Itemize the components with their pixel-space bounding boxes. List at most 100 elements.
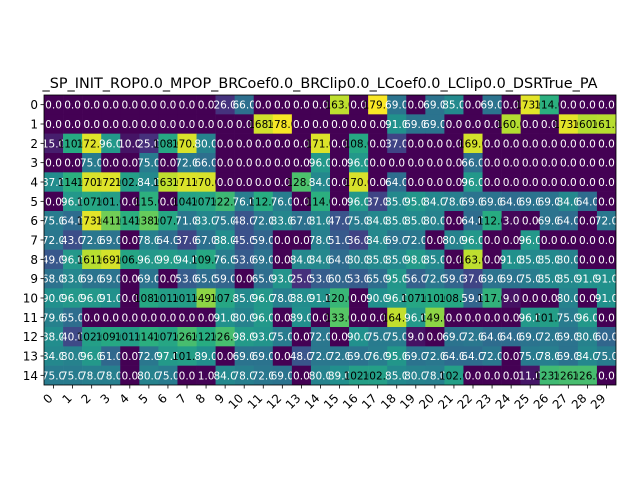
heatmap-cell — [406, 249, 426, 270]
heatmap-cell — [387, 114, 407, 134]
heatmap-cell — [577, 153, 598, 173]
heatmap-cell — [158, 365, 178, 385]
heatmap-cell — [82, 211, 102, 231]
cell-value-label: 64.0 — [461, 216, 484, 228]
cell-value-label: 84.0 — [290, 254, 313, 266]
heatmap-cell — [520, 230, 541, 250]
heatmap-cell — [253, 327, 274, 347]
heatmap-cell — [158, 230, 178, 250]
cell-value-label: 0.0 — [541, 138, 558, 150]
cell-value-label: 0.0 — [541, 119, 558, 131]
heatmap-cell — [234, 327, 255, 347]
heatmap-cell — [539, 95, 560, 115]
y-tick-label: 7 — [30, 234, 38, 248]
cell-value-label: 84.0 — [366, 216, 389, 228]
cell-value-label: 95.0 — [385, 351, 408, 363]
heatmap-cell — [215, 172, 235, 192]
heatmap-cell — [44, 365, 64, 385]
cell-value-label: 179.0 — [363, 100, 393, 112]
cell-value-label: 0.0 — [160, 119, 177, 131]
heatmap-cell — [63, 346, 83, 366]
cell-value-label: 45.0 — [233, 235, 256, 247]
cell-value-label: 88.0 — [290, 293, 313, 305]
cell-value-label: 0.0 — [350, 119, 367, 131]
heatmap-cell — [444, 114, 464, 134]
cell-value-label: 80.0 — [557, 254, 580, 266]
heatmap-cell — [196, 172, 216, 192]
cell-value-label: 78.0 — [442, 196, 465, 208]
cell-value-label: 0.0 — [64, 100, 81, 112]
cell-value-label: 0.0 — [560, 177, 577, 189]
heatmap-cell — [63, 191, 83, 212]
cell-value-label: 75.0 — [347, 216, 370, 228]
heatmap-cell — [520, 307, 541, 328]
heatmap-cell — [482, 365, 502, 385]
cell-value-label: 0.0 — [407, 158, 424, 170]
cell-value-label: 0.0 — [522, 158, 539, 170]
cell-value-label: 72.0 — [137, 351, 160, 363]
heatmap-cell — [310, 114, 331, 134]
cell-value-label: 85.0 — [233, 293, 256, 305]
heatmap-cell — [577, 133, 598, 154]
heatmap-cell — [101, 307, 121, 328]
heatmap-cell — [44, 346, 64, 366]
cell-value-label: 161.0 — [77, 254, 107, 266]
heatmap-cell — [63, 95, 83, 115]
heatmap-cell — [44, 191, 64, 212]
cell-value-label: 96.0 — [576, 312, 599, 324]
heatmap-cell — [425, 269, 445, 289]
cell-value-label: 0.0 — [369, 177, 386, 189]
heatmap-cell — [330, 230, 350, 250]
cell-value-label: 69.0 — [461, 196, 484, 208]
cell-value-label: 0.0 — [198, 119, 215, 131]
cell-value-label: 0.0 — [293, 158, 310, 170]
heatmap-cell — [425, 133, 445, 154]
heatmap-cell — [196, 114, 216, 134]
cell-value-label: 0.0 — [236, 158, 253, 170]
cell-value-label: 85.0 — [385, 370, 408, 382]
heatmap-cell — [520, 269, 541, 289]
cell-value-label: 53.0 — [309, 274, 332, 286]
cell-value-label: 89.0 — [290, 312, 313, 324]
cell-value-label: 64.0 — [499, 332, 522, 344]
heatmap-cell — [349, 307, 369, 328]
cell-value-label: 0.0 — [102, 312, 119, 324]
cell-value-label: 0.0 — [427, 177, 444, 189]
cell-value-label: 98.0 — [404, 254, 427, 266]
cell-value-label: 61.0 — [99, 351, 122, 363]
cell-value-label: 84.0 — [309, 254, 332, 266]
cell-value-label: 68.0 — [42, 274, 65, 286]
heatmap-cell — [272, 365, 293, 385]
heatmap-cell — [558, 327, 579, 347]
x-tick-label: 1 — [59, 391, 74, 406]
cell-value-label: 0.0 — [121, 370, 138, 382]
cell-value-label: 84.0 — [137, 177, 160, 189]
cell-value-label: 0.0 — [522, 138, 539, 150]
heatmap-cell — [120, 172, 140, 192]
cell-value-label: 64.0 — [385, 177, 408, 189]
cell-value-label: 91.0 — [309, 293, 332, 305]
cell-value-label: 172.0 — [77, 138, 107, 150]
heatmap-cell — [291, 133, 312, 154]
heatmap-cell — [44, 230, 64, 250]
cell-value-label: 0.0 — [121, 196, 138, 208]
cell-value-label: 75.0 — [137, 158, 160, 170]
heatmap-cell — [253, 365, 274, 385]
heatmap-cell — [158, 133, 178, 154]
heatmap-cell — [44, 327, 64, 347]
heatmap-cell — [482, 211, 502, 231]
cell-value-label: 0.0 — [503, 351, 520, 363]
cell-value-label: 173.0 — [77, 216, 107, 228]
cell-value-label: 0.0 — [560, 235, 577, 247]
heatmap-cell — [577, 95, 598, 115]
heatmap-cell — [520, 133, 541, 154]
cell-value-label: 84.0 — [309, 177, 332, 189]
heatmap-cell — [139, 288, 159, 308]
heatmap-cell — [196, 133, 216, 154]
heatmap-cell — [310, 172, 331, 192]
heatmap-cell — [82, 114, 102, 134]
heatmap-cell — [330, 114, 350, 134]
heatmap-cell — [177, 269, 197, 289]
cell-value-label: 85.0 — [423, 254, 446, 266]
cell-value-label: 0.0 — [293, 332, 310, 344]
